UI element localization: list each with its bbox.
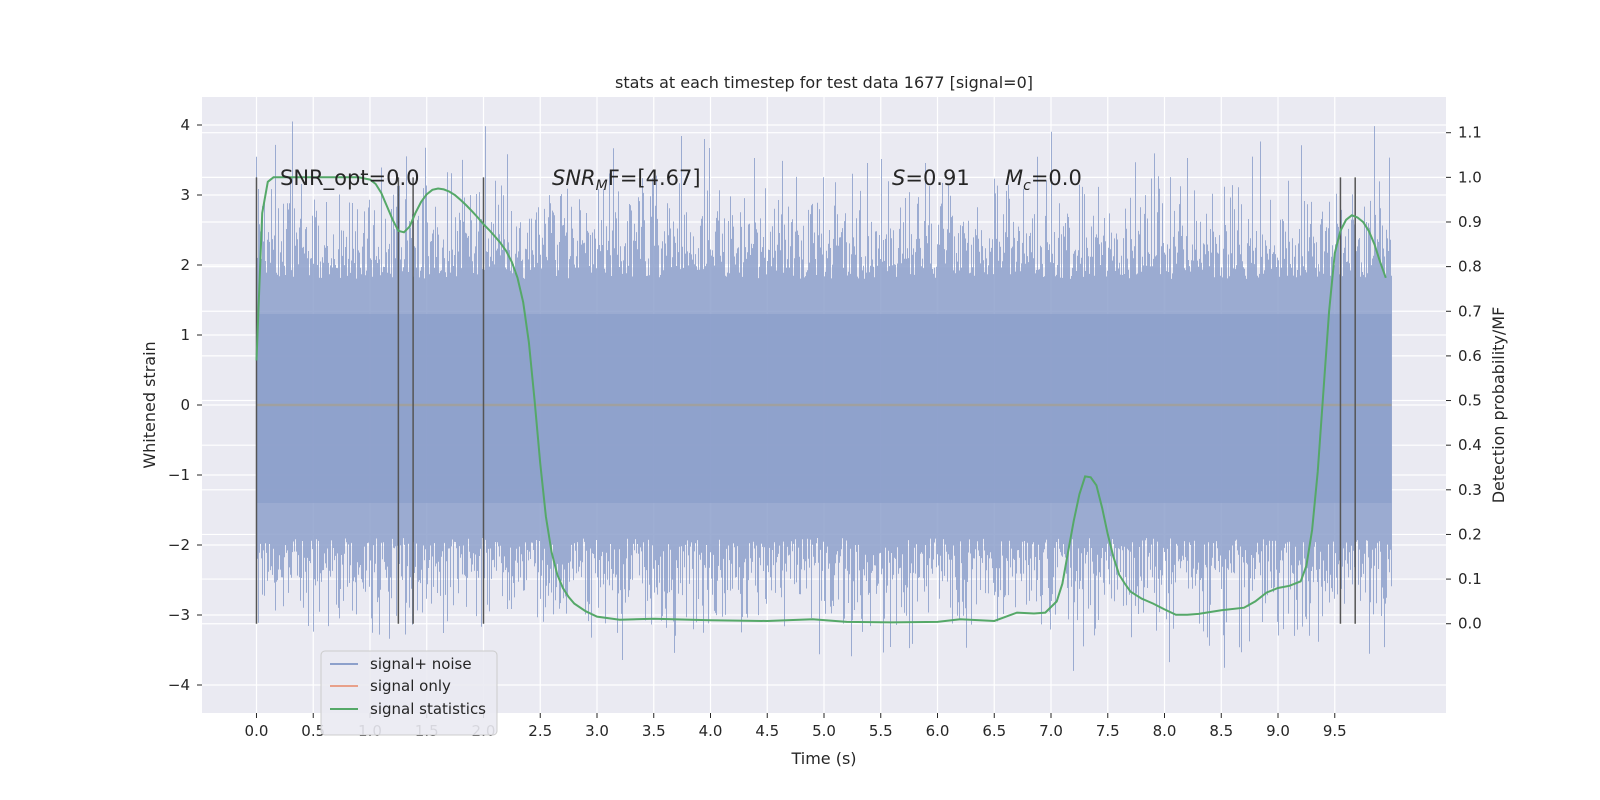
y-tick-label: 1 (180, 326, 190, 344)
y2-tick-label: 0.2 (1458, 525, 1482, 543)
s-main: S (892, 166, 905, 190)
y2-axis-ticks: 0.0 0.1 0.2 0.3 0.4 0.5 0.6 0.7 0.8 0.9 1.0 1.1 (1446, 124, 1482, 633)
chart-title: stats at each timestep for test data 167… (615, 73, 1033, 92)
x-axis-label: Time (s) (790, 749, 856, 768)
x-tick-label: 0.0 (245, 722, 269, 740)
signal-statistics-line (255, 176, 1387, 624)
y-tick-label: 0 (180, 396, 190, 414)
reference-lines (255, 177, 1356, 624)
y2-tick-label: 1.1 (1458, 124, 1482, 142)
x-tick-label: 5.0 (812, 722, 836, 740)
mc-rest: =0.0 (1031, 166, 1082, 190)
x-tick-label: 8.0 (1153, 722, 1177, 740)
y2-tick-label: 0.9 (1458, 213, 1482, 231)
y2-tick-label: 0.3 (1458, 481, 1482, 499)
x-tick-label: 6.0 (926, 722, 950, 740)
y2-tick-label: 0.8 (1458, 258, 1482, 276)
snr-mf-rest: F=[4.67] (608, 166, 701, 190)
y-tick-label: −4 (168, 676, 190, 694)
mc-annotation: Mc=0.0 (1005, 166, 1082, 194)
x-tick-label: 4.0 (699, 722, 723, 740)
signal-noise-series (256, 121, 1392, 671)
y2-tick-label: 0.5 (1458, 392, 1482, 410)
y2-tick-label: 1.0 (1458, 168, 1482, 186)
legend-label-signal-statistics: signal statistics (370, 700, 486, 718)
signal-statistics-series (255, 176, 1387, 624)
y-tick-label: 2 (180, 256, 190, 274)
signal-noise-core (256, 314, 1392, 503)
snr-mf-sub: M (596, 178, 608, 194)
y-tick-label: 4 (180, 116, 190, 134)
y-axis-ticks: −4 −3 −2 −1 0 1 2 3 4 (168, 116, 202, 694)
s-annotation: S=0.91 (892, 166, 970, 190)
legend: signal+ noise signal only signal statist… (320, 650, 498, 736)
x-tick-label: 5.5 (869, 722, 893, 740)
s-rest: =0.91 (905, 166, 969, 190)
mc-sub: c (1023, 178, 1031, 194)
y-axis-label: Whitened strain (140, 341, 159, 468)
x-tick-label: 2.5 (528, 722, 552, 740)
x-tick-label: 3.0 (585, 722, 609, 740)
x-tick-label: 7.5 (1096, 722, 1120, 740)
x-tick-label: 6.5 (982, 722, 1006, 740)
x-tick-label: 4.5 (755, 722, 779, 740)
x-tick-label: 7.0 (1039, 722, 1063, 740)
x-tick-label: 0.5 (301, 722, 325, 740)
y-tick-label: 3 (180, 186, 190, 204)
x-tick-label: 8.5 (1209, 722, 1233, 740)
legend-label-signal-noise: signal+ noise (370, 655, 472, 673)
legend-box (320, 650, 498, 736)
y-tick-label: −3 (168, 606, 190, 624)
y2-axis-label: Detection probability/MF (1489, 307, 1508, 504)
y2-tick-label: 0.7 (1458, 302, 1482, 320)
y2-tick-label: 0.4 (1458, 436, 1482, 454)
y2-tick-label: 0.0 (1458, 615, 1482, 633)
x-tick-label: 9.0 (1266, 722, 1290, 740)
mc-main: M (1005, 166, 1023, 190)
x-tick-label: 9.5 (1323, 722, 1347, 740)
y-tick-label: −1 (168, 466, 190, 484)
y2-tick-label: 0.1 (1458, 570, 1482, 588)
x-tick-label: 3.5 (642, 722, 666, 740)
legend-label-signal-only: signal only (370, 677, 451, 695)
y-tick-label: −2 (168, 536, 190, 554)
snr-mf-main: SNR (552, 166, 596, 190)
snr-mf-annotation: SNRMF=[4.67] (552, 166, 701, 194)
snr-opt-annotation: SNR_opt=0.0 (280, 166, 420, 191)
y2-tick-label: 0.6 (1458, 347, 1482, 365)
